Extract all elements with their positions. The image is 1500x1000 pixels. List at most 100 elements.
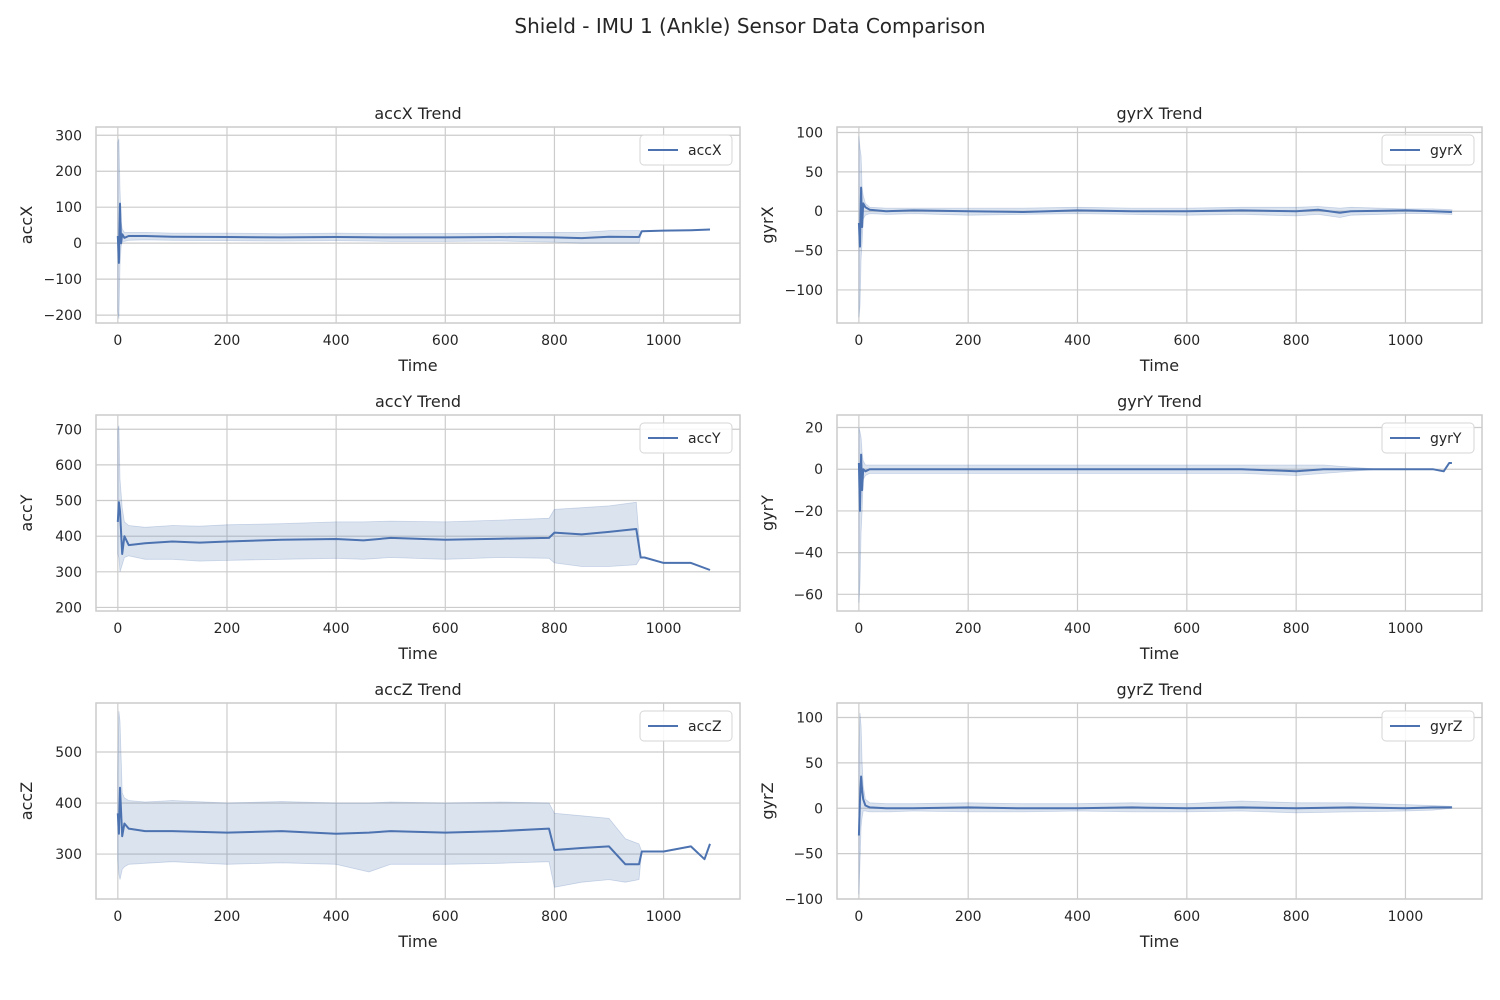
x-tick-label: 200	[955, 621, 982, 637]
legend: gyrY	[1381, 422, 1475, 454]
subplot-gyrZ: 0 200 400 600 800 1000 −100 −50 0 50 100 gyrZ Trend…	[758, 680, 1483, 951]
y-tick-label: −50	[793, 847, 823, 863]
legend-label: accX	[688, 143, 722, 159]
plot-area	[96, 703, 740, 899]
y-tick-label: 50	[805, 756, 823, 772]
y-tick-label: 100	[796, 126, 823, 142]
subplot-gyrY: 0 200 400 600 800 1000 −60 −40 −20 0 20 gyrY Trend T…	[758, 392, 1483, 663]
y-tick-label: 300	[55, 128, 82, 144]
y-tick-label: 400	[55, 529, 82, 545]
subplot-accY: 0 200 400 600 800 1000 200 300 400 500 600 700 accY …	[17, 392, 741, 663]
y-tick-label: 100	[796, 711, 823, 727]
y-tick-label: −100	[44, 272, 82, 288]
x-tick-label: 600	[432, 333, 459, 349]
y-tick-label: 500	[55, 745, 82, 761]
y-tick-label: 20	[805, 421, 823, 437]
axes-frame	[95, 702, 741, 900]
subplot-title: accZ Trend	[374, 680, 461, 699]
x-axis-label: Time	[1139, 644, 1179, 663]
x-tick-label: 600	[1173, 333, 1200, 349]
axes-frame	[95, 414, 741, 612]
y-tick-label: 400	[55, 796, 82, 812]
legend-label: accZ	[688, 719, 722, 735]
plot-area	[837, 703, 1482, 899]
y-axis-label: accZ	[17, 782, 36, 820]
y-tick-label: 300	[55, 565, 82, 581]
y-tick-label: 100	[55, 200, 82, 216]
x-tick-label: 1000	[1388, 621, 1424, 637]
x-tick-label: 800	[541, 621, 568, 637]
y-tick-label: 0	[814, 801, 823, 817]
y-tick-label: −60	[793, 587, 823, 603]
x-tick-label: 400	[323, 909, 350, 925]
x-tick-label: 400	[1064, 621, 1091, 637]
y-tick-label: 0	[814, 462, 823, 478]
axes-frame	[836, 702, 1483, 900]
x-axis-label: Time	[397, 932, 437, 951]
series-line-gyrZ	[857, 775, 1452, 836]
figure-title: Shield - IMU 1 (Ankle) Sensor Data Compa…	[514, 14, 986, 38]
legend-box	[639, 422, 733, 454]
legend-label: gyrX	[1430, 143, 1463, 159]
plot-area	[96, 415, 740, 611]
x-tick-label: 800	[1283, 621, 1310, 637]
series-line-gyrY	[857, 453, 1452, 512]
subplot-title: accY Trend	[375, 392, 461, 411]
y-tick-label: −20	[793, 504, 823, 520]
axes-frame	[836, 414, 1483, 612]
x-tick-label: 0	[854, 621, 863, 637]
legend-label: accY	[688, 431, 721, 447]
x-tick-label: 400	[323, 621, 350, 637]
x-tick-label: 800	[1283, 333, 1310, 349]
subplot-title: gyrZ Trend	[1116, 680, 1202, 699]
axes-frame	[836, 126, 1483, 324]
legend-box	[1381, 134, 1475, 166]
y-tick-label: 300	[55, 847, 82, 863]
axes-frame	[95, 126, 741, 324]
legend: gyrZ	[1381, 710, 1475, 742]
x-tick-label: 800	[1283, 909, 1310, 925]
x-tick-label: 400	[1064, 909, 1091, 925]
series-line-gyrX	[857, 186, 1452, 248]
y-axis-label: gyrZ	[758, 782, 777, 819]
x-tick-label: 600	[432, 621, 459, 637]
x-tick-label: 1000	[646, 621, 682, 637]
subplot-accZ: 0 200 400 600 800 1000 300 400 500 accZ Trend Time…	[17, 680, 741, 951]
x-tick-label: 600	[432, 909, 459, 925]
legend-box	[639, 134, 733, 166]
plot-area	[837, 415, 1482, 611]
x-tick-label: 200	[214, 333, 241, 349]
x-tick-label: 0	[113, 333, 122, 349]
legend-box	[1381, 422, 1475, 454]
x-tick-label: 0	[113, 909, 122, 925]
series-line-accY	[116, 501, 711, 571]
legend: accY	[639, 422, 733, 454]
y-tick-label: 700	[55, 422, 82, 438]
series-line-accX	[116, 202, 711, 264]
subplot-title: accX Trend	[374, 104, 461, 123]
x-tick-label: 200	[214, 621, 241, 637]
x-tick-label: 800	[541, 909, 568, 925]
x-tick-label: 800	[541, 333, 568, 349]
subplot-title: gyrX Trend	[1116, 104, 1202, 123]
y-tick-label: 50	[805, 165, 823, 181]
subplot-accX: 0 200 400 600 800 1000 −200 −100 0 100 200 300 accX …	[17, 104, 741, 375]
x-tick-label: 600	[1173, 909, 1200, 925]
y-tick-label: −100	[785, 283, 823, 299]
y-tick-label: 600	[55, 458, 82, 474]
legend-box	[1381, 710, 1475, 742]
y-tick-label: −50	[793, 244, 823, 260]
x-tick-label: 1000	[1388, 333, 1424, 349]
x-axis-label: Time	[1139, 932, 1179, 951]
y-tick-label: −100	[785, 892, 823, 908]
x-tick-label: 400	[1064, 333, 1091, 349]
x-tick-label: 200	[955, 333, 982, 349]
y-axis-label: accX	[17, 206, 36, 244]
y-tick-label: −200	[44, 308, 82, 324]
legend-box	[639, 710, 733, 742]
x-tick-label: 0	[854, 333, 863, 349]
legend: accX	[639, 134, 733, 166]
legend: accZ	[639, 710, 733, 742]
x-tick-label: 600	[1173, 621, 1200, 637]
